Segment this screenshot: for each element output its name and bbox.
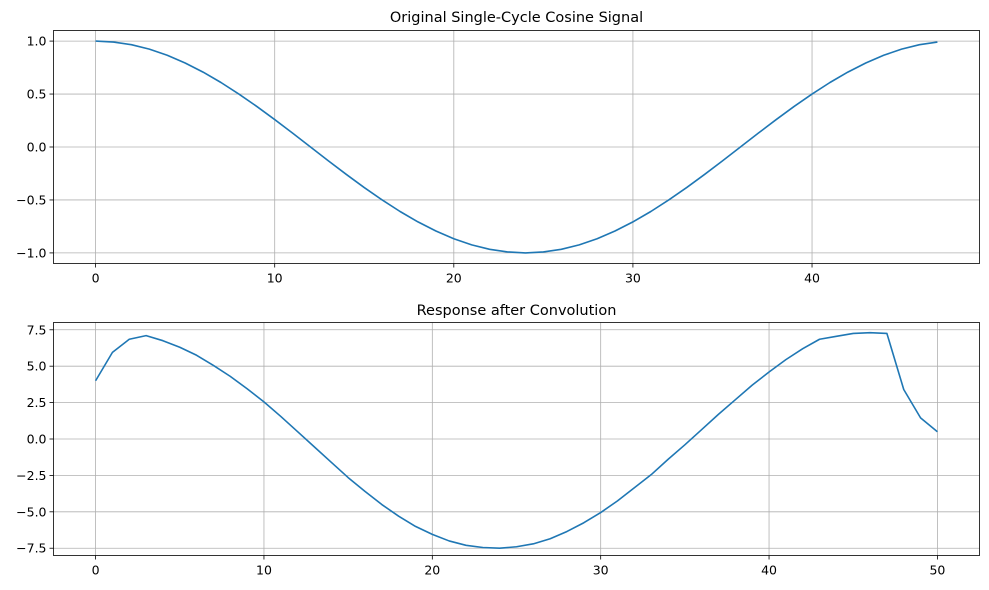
top-x-tick-label: 30 <box>625 271 641 286</box>
bottom-y-tick-label: −5.0 <box>16 504 46 519</box>
top-y-tick-label: −1.0 <box>16 245 46 260</box>
bottom-chart-title: Response after Convolution <box>417 303 617 319</box>
bottom-x-tick-label: 10 <box>256 563 272 578</box>
bottom-x-tick-label: 40 <box>761 563 777 578</box>
bottom-subplot: Response after Convolution 0 10 20 30 40 50 7.… <box>16 303 980 578</box>
bottom-ticks: 0 10 20 30 40 50 7.5 5.0 2.5 0.0 −2.5 −5.0 −7.5 <box>16 322 945 577</box>
bottom-x-tick-label: 50 <box>929 563 945 578</box>
bottom-grid <box>53 322 980 556</box>
bottom-series-group <box>94 331 938 550</box>
top-x-tick-label: 40 <box>804 271 820 286</box>
bottom-y-tick-label: 5.0 <box>27 359 47 374</box>
bottom-x-tick-label: 20 <box>424 563 440 578</box>
top-series-line <box>95 40 938 254</box>
bottom-y-tick-label: −2.5 <box>16 468 46 483</box>
bottom-y-tick-label: 7.5 <box>27 322 47 337</box>
bottom-y-tick-label: 2.5 <box>27 395 47 410</box>
top-grid <box>53 30 980 264</box>
bottom-x-tick-label: 0 <box>92 563 100 578</box>
top-ticks: 0 10 20 30 40 1.0 0.5 0.0 −0.5 −1.0 <box>16 34 820 286</box>
top-chart-title: Original Single-Cycle Cosine Signal <box>390 10 643 26</box>
bottom-series-line <box>94 331 938 550</box>
top-subplot: Original Single-Cycle Cosine Signal 0 10 2… <box>16 10 980 286</box>
top-x-tick-label: 10 <box>267 271 283 286</box>
bottom-y-tick-label: 0.0 <box>27 432 47 447</box>
top-x-tick-label: 20 <box>446 271 462 286</box>
top-x-tick-label: 0 <box>92 271 100 286</box>
top-y-tick-label: −0.5 <box>16 192 46 207</box>
bottom-y-tick-label: −7.5 <box>16 541 46 556</box>
top-y-tick-label: 1.0 <box>27 34 47 49</box>
bottom-x-tick-label: 30 <box>593 563 609 578</box>
top-series-group <box>95 40 938 254</box>
top-y-tick-label: 0.5 <box>27 87 47 102</box>
top-y-tick-label: 0.0 <box>27 140 47 155</box>
